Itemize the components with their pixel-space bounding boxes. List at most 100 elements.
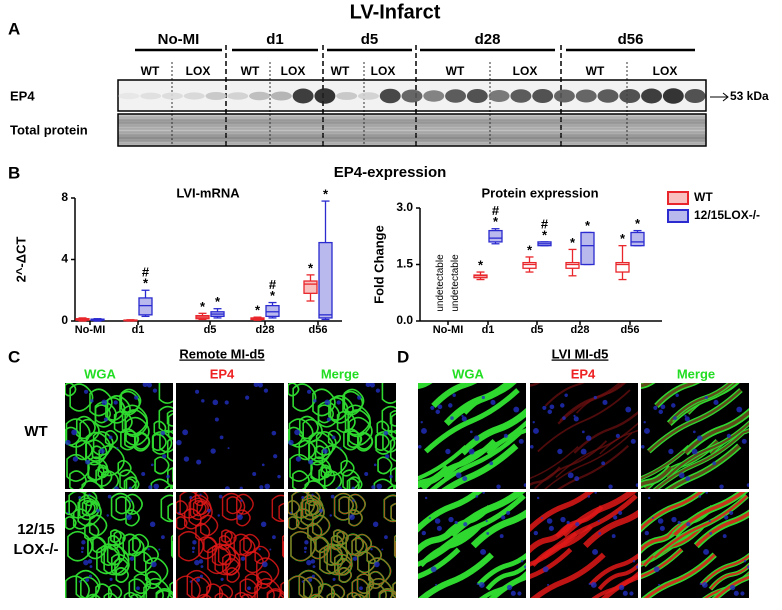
blot-band xyxy=(379,88,401,104)
ep4-signal xyxy=(226,567,240,583)
nucleus xyxy=(369,383,375,388)
nucleus xyxy=(424,496,428,500)
y-tick-label: 8 xyxy=(61,190,68,204)
ep4-signal xyxy=(700,554,749,586)
ep4-signal xyxy=(206,583,224,598)
micrograph-content xyxy=(641,492,749,598)
nucleus xyxy=(435,409,441,415)
note: undetectable xyxy=(435,254,446,312)
nucleus xyxy=(81,550,84,554)
blot-band xyxy=(510,89,532,103)
nucleus xyxy=(160,430,166,436)
nucleus xyxy=(306,559,312,566)
significance: * xyxy=(255,303,261,318)
lane-label: WT xyxy=(586,64,605,78)
ep4-signal xyxy=(298,570,324,598)
ep4-signal xyxy=(368,578,393,598)
ep4-signal xyxy=(290,531,316,562)
nucleus xyxy=(176,439,182,446)
tissue xyxy=(107,584,123,598)
nucleus xyxy=(310,559,316,564)
nucleus xyxy=(658,583,661,586)
nucleus xyxy=(636,565,638,569)
nucleus xyxy=(540,516,543,520)
lane-label: LOX xyxy=(371,64,396,78)
ep4-signal xyxy=(334,493,357,521)
tissue xyxy=(146,570,162,589)
tissue xyxy=(152,431,173,455)
ep4-signal xyxy=(655,383,697,407)
ep4-signal xyxy=(233,533,252,556)
row-label: LOX-/- xyxy=(14,541,59,558)
note: undetectable xyxy=(450,254,461,312)
nucleus xyxy=(733,590,739,596)
tissue xyxy=(103,592,118,598)
blot-band xyxy=(357,92,379,100)
nucleus xyxy=(101,399,108,406)
nucleus xyxy=(461,416,467,422)
nucleus xyxy=(658,409,664,415)
nucleus xyxy=(277,474,281,479)
nucleus xyxy=(273,454,278,459)
ep4-signal xyxy=(530,547,573,580)
tissue xyxy=(85,500,98,516)
micrograph-content xyxy=(65,383,173,489)
nucleus xyxy=(564,393,568,398)
ep4-signal xyxy=(214,592,229,598)
micrograph xyxy=(65,492,173,598)
marker-label: 53 kDa xyxy=(730,89,769,103)
nucleus xyxy=(513,406,520,413)
y-tick-label: 4 xyxy=(61,252,68,266)
nucleus xyxy=(478,582,485,588)
tissue xyxy=(68,492,93,519)
nucleus xyxy=(503,433,508,438)
nucleus xyxy=(217,514,221,517)
ep4-signal xyxy=(641,548,683,578)
tissue xyxy=(128,578,147,598)
nucleus xyxy=(240,499,243,502)
significance: * xyxy=(493,214,499,229)
nucleus xyxy=(575,522,580,527)
nucleus xyxy=(148,485,153,489)
nucleus xyxy=(684,414,687,417)
ep4-signal xyxy=(642,525,704,567)
box xyxy=(265,304,280,318)
nucleus xyxy=(673,416,677,420)
nucleus xyxy=(136,586,140,591)
nucleus xyxy=(357,395,362,400)
nucleus xyxy=(448,516,454,523)
x-tick-label: d1 xyxy=(482,324,495,336)
ep4-signal xyxy=(191,576,211,598)
nucleus xyxy=(594,492,597,494)
nucleus xyxy=(178,511,181,514)
x-tick-label: No-MI xyxy=(433,324,464,336)
box xyxy=(303,280,318,294)
ep4-signal xyxy=(573,410,638,454)
nucleus xyxy=(332,577,336,581)
nucleus xyxy=(685,476,691,482)
nucleus xyxy=(506,510,511,515)
nucleus xyxy=(481,395,485,400)
blot-band xyxy=(183,92,205,100)
nucleus xyxy=(304,550,307,554)
nucleus xyxy=(705,492,708,494)
nucleus xyxy=(518,438,524,444)
significance: * xyxy=(478,257,484,272)
nucleus xyxy=(490,399,496,406)
micrograph xyxy=(176,492,284,598)
blot-band xyxy=(140,92,162,100)
micrograph xyxy=(530,492,638,598)
ep4-signal xyxy=(197,593,212,598)
micrograph-bg xyxy=(530,383,638,489)
nucleus xyxy=(247,586,251,591)
nucleus xyxy=(469,430,473,434)
tissue xyxy=(95,583,113,598)
ep4-signal xyxy=(531,524,593,567)
blot-band xyxy=(641,88,663,104)
tissue xyxy=(132,533,150,554)
nucleus xyxy=(210,448,216,454)
nucleus xyxy=(71,429,78,436)
tissue xyxy=(470,509,526,549)
nucleus xyxy=(675,393,679,398)
ep4-signal xyxy=(326,592,341,598)
